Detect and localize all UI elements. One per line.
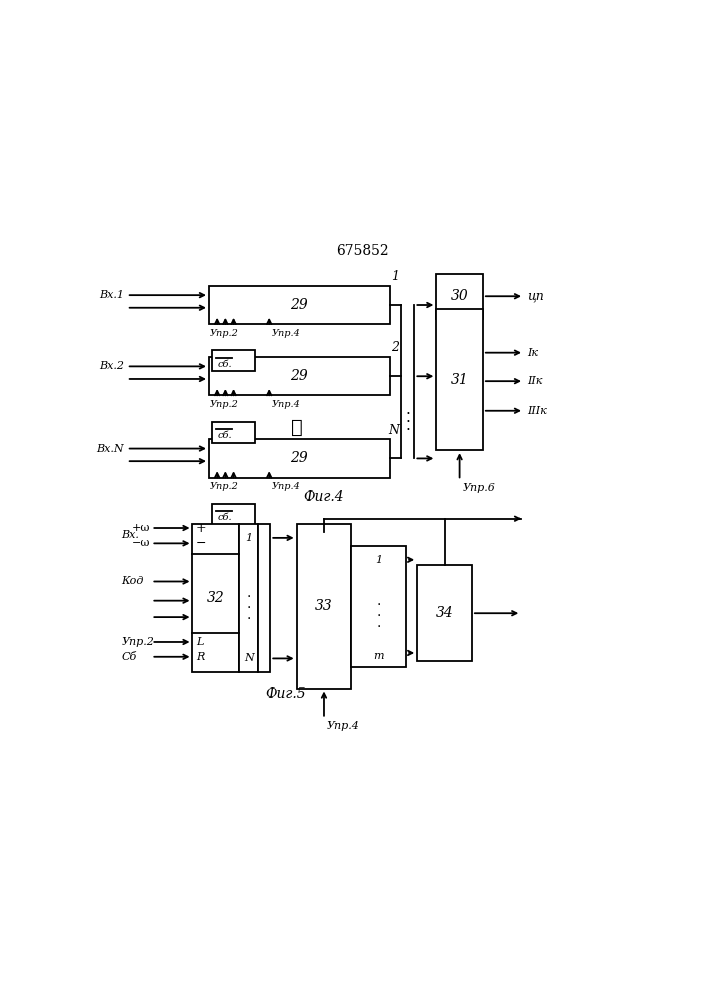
Text: 29: 29 [291, 369, 308, 383]
Bar [211, 350, 255, 371]
Text: .: . [247, 597, 251, 611]
Text: 34: 34 [436, 606, 453, 620]
Text: Упр.4: Упр.4 [327, 721, 360, 731]
Text: N: N [244, 653, 254, 663]
Bar [351, 546, 407, 667]
Bar [209, 286, 390, 324]
Bar [209, 357, 390, 395]
Text: Упр.2: Упр.2 [210, 482, 239, 491]
Bar [211, 422, 255, 443]
Text: .: . [247, 608, 251, 622]
Text: 32: 32 [207, 591, 225, 605]
Text: Фиг.5: Фиг.5 [265, 687, 306, 701]
Text: .: . [405, 410, 410, 425]
Text: .: . [377, 616, 381, 630]
Text: 675852: 675852 [336, 244, 389, 258]
Text: m: m [373, 651, 384, 661]
Text: IIIк: IIIк [527, 406, 547, 416]
Text: IIк: IIк [527, 376, 542, 386]
Text: +ω: +ω [132, 523, 151, 533]
Text: .: . [377, 594, 381, 608]
Bar [209, 439, 390, 478]
Text: −ω: −ω [132, 538, 151, 548]
Text: 1: 1 [375, 555, 382, 565]
Bar [239, 524, 258, 672]
Bar [417, 565, 472, 661]
Text: Вх.2: Вх.2 [99, 361, 124, 371]
Text: Код: Код [122, 576, 144, 586]
Text: 31: 31 [451, 373, 469, 387]
Text: Упр.2: Упр.2 [210, 400, 239, 409]
Text: сб.: сб. [217, 360, 232, 369]
Text: 1: 1 [391, 270, 399, 283]
Text: .: . [247, 586, 251, 600]
Text: Фиг.4: Фиг.4 [304, 490, 344, 504]
Text: 1: 1 [245, 533, 252, 543]
Text: Сб: Сб [122, 652, 136, 662]
Text: Упр.4: Упр.4 [272, 329, 300, 338]
Bar [192, 524, 239, 672]
Text: 30: 30 [451, 289, 469, 303]
Text: .: . [377, 605, 381, 619]
Bar [436, 309, 483, 450]
Text: Вх.: Вх. [122, 530, 139, 540]
Text: L: L [196, 637, 203, 647]
Text: Вх.1: Вх.1 [99, 290, 124, 300]
Bar [211, 504, 255, 525]
Text: 29: 29 [291, 451, 308, 465]
Text: Упр.4: Упр.4 [272, 482, 300, 491]
Text: сб.: сб. [217, 431, 232, 440]
Bar [436, 274, 483, 319]
Bar [258, 524, 270, 672]
Text: −: − [196, 537, 206, 550]
Text: Iк: Iк [527, 348, 538, 358]
Text: сб.: сб. [217, 513, 232, 522]
Text: Упр.6: Упр.6 [462, 483, 495, 493]
Text: R: R [196, 652, 204, 662]
Text: N: N [388, 424, 399, 437]
Text: цп: цп [527, 290, 544, 303]
Text: Упр.2: Упр.2 [122, 637, 154, 647]
Text: Упр.4: Упр.4 [272, 400, 300, 409]
Text: +: + [196, 522, 206, 535]
Text: .: . [405, 418, 410, 433]
Text: Упр.2: Упр.2 [210, 329, 239, 338]
Text: .: . [405, 402, 410, 417]
Text: ⋮: ⋮ [291, 419, 303, 437]
Text: 29: 29 [291, 298, 308, 312]
Bar [297, 524, 351, 689]
Text: 33: 33 [315, 599, 333, 613]
Text: 2: 2 [391, 341, 399, 354]
Text: Вх.N: Вх.N [96, 444, 124, 454]
